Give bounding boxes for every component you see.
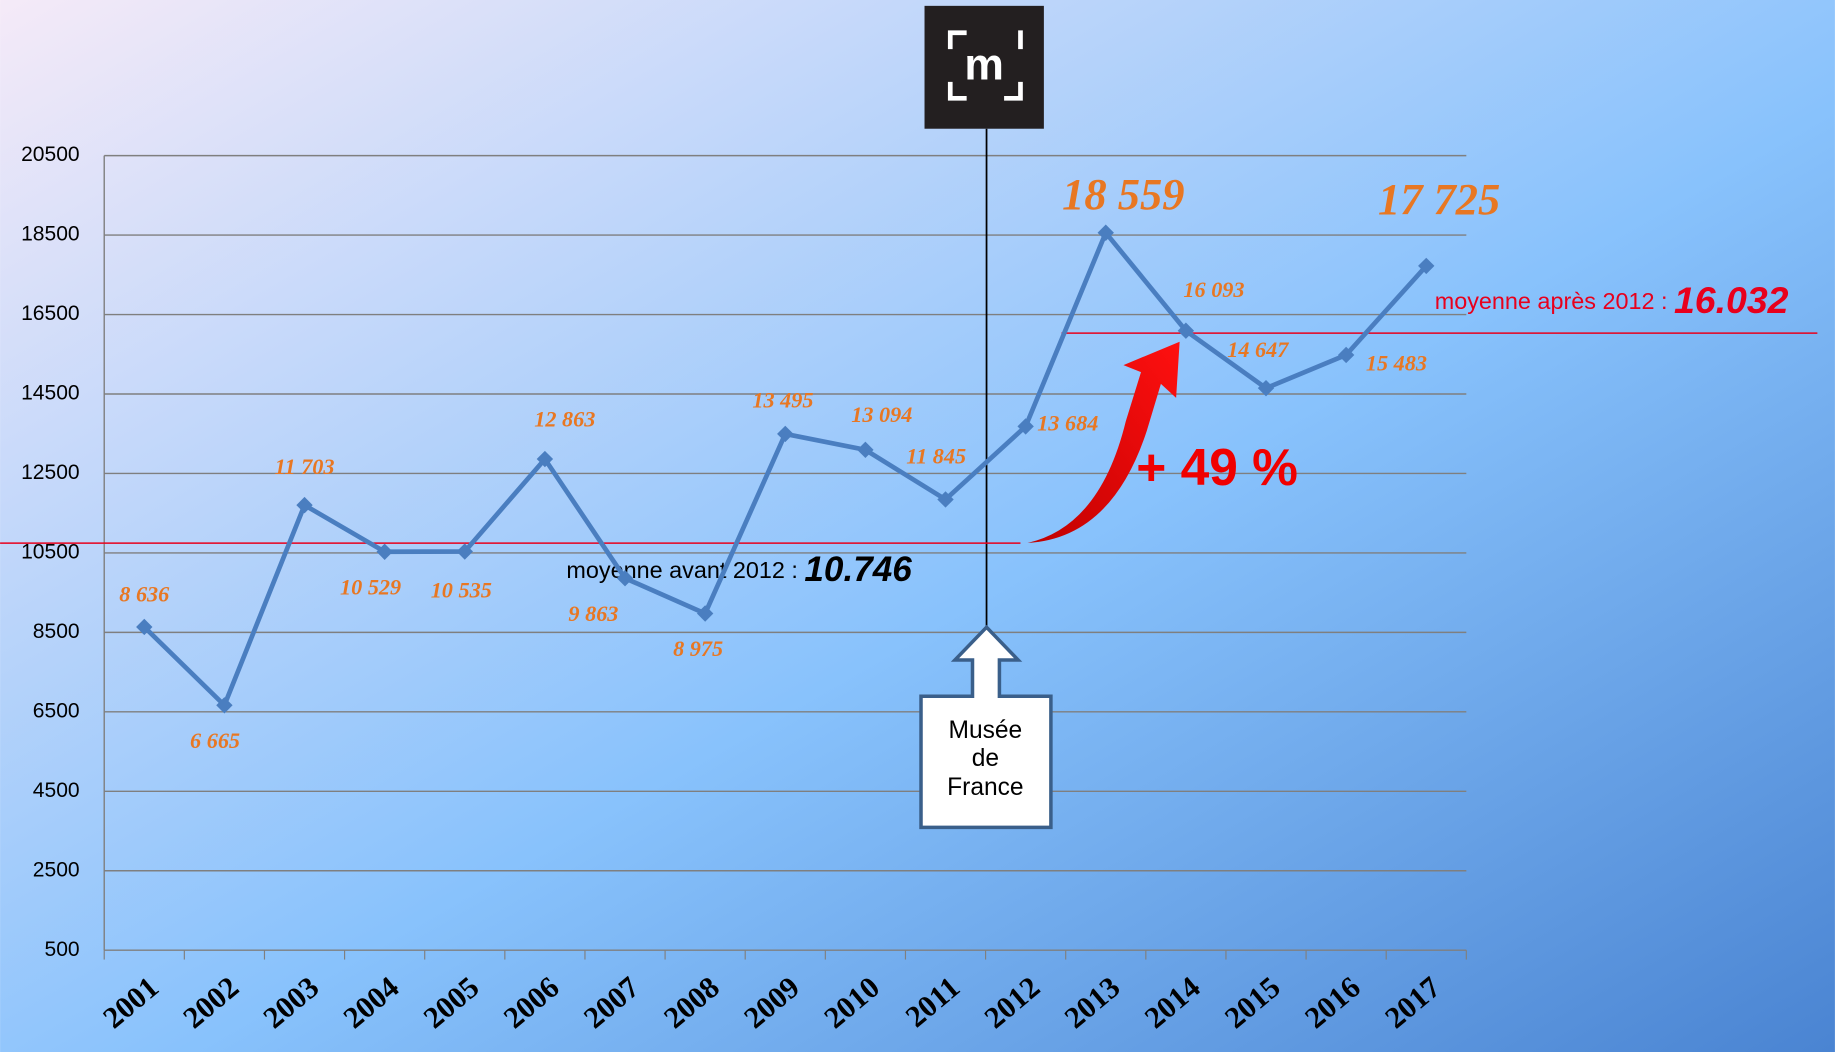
marker — [536, 450, 554, 468]
y-tick-label: 20500 — [21, 143, 80, 166]
marker — [696, 605, 714, 622]
marker — [1337, 346, 1355, 364]
marker-arrow — [919, 624, 1053, 830]
y-tick-label: 2500 — [33, 858, 80, 881]
growth-label: + 49 % — [1136, 438, 1298, 496]
marker — [616, 570, 634, 587]
average-text: moyenne avant 2012 : — [566, 557, 804, 583]
value-label: 15 483 — [1366, 351, 1427, 376]
growth-arrow — [1027, 341, 1180, 543]
average-text: moyenne après 2012 : — [1435, 288, 1674, 314]
average-label: moyenne après 2012 : 16.032 — [1435, 279, 1789, 321]
value-label: 11 845 — [906, 444, 966, 469]
marker — [296, 496, 313, 514]
marker — [216, 697, 233, 714]
value-label: 9 863 — [568, 601, 618, 626]
average-value: 10.746 — [804, 550, 912, 589]
y-tick-label: 4500 — [33, 779, 80, 802]
marker-label: Musée — [949, 717, 1023, 744]
value-label: 8 636 — [119, 582, 170, 607]
value-label: 8 975 — [673, 636, 723, 661]
value-label: 18 559 — [1062, 169, 1184, 219]
average-label: moyenne avant 2012 : 10.746 — [566, 550, 912, 589]
value-label: 11 703 — [275, 454, 335, 479]
y-tick-label: 18500 — [21, 223, 80, 246]
y-tick-label: 10500 — [21, 540, 80, 563]
value-label: 13 094 — [851, 402, 912, 427]
marker — [937, 491, 954, 508]
y-tick-label: 14500 — [21, 382, 80, 405]
marker — [777, 425, 794, 443]
y-tick-label: 12500 — [21, 461, 80, 484]
marker — [1418, 257, 1435, 275]
logo-frame — [947, 30, 1023, 101]
marker-label: France — [947, 774, 1023, 801]
y-tick-label: 8500 — [33, 620, 80, 643]
marker — [456, 543, 473, 560]
marker — [1017, 418, 1034, 435]
marker — [1177, 322, 1195, 339]
value-label: 13 495 — [752, 387, 813, 412]
marker — [1097, 224, 1114, 241]
marker — [1257, 379, 1275, 397]
logo-box — [924, 5, 1044, 129]
value-label: 17 725 — [1378, 174, 1500, 224]
average-value: 16.032 — [1674, 279, 1789, 321]
value-label: 10 535 — [431, 578, 492, 603]
marker-label: de — [972, 745, 999, 772]
value-label: 16 093 — [1183, 277, 1244, 302]
marker — [857, 441, 874, 459]
logo-text: m — [964, 41, 1004, 90]
y-tick-label: 16500 — [21, 302, 80, 325]
value-label: 12 863 — [534, 407, 595, 432]
y-tick-label: 500 — [45, 938, 80, 961]
value-label: 13 684 — [1037, 410, 1098, 435]
value-label: 14 647 — [1227, 337, 1289, 362]
y-tick-label: 6500 — [33, 699, 80, 722]
value-label: 10 529 — [340, 574, 401, 599]
value-label: 6 665 — [190, 728, 240, 753]
